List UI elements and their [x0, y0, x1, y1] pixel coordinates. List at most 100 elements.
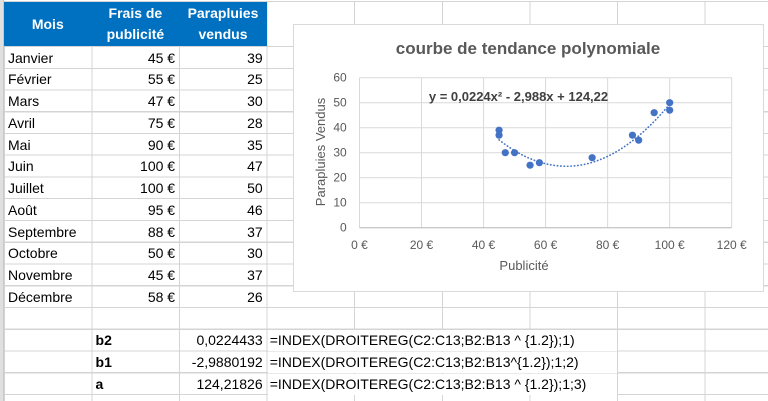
umbrellas-sold-cell[interactable]: 25 — [247, 71, 263, 88]
x-tick-label: 0 € — [351, 238, 368, 252]
ad-cost-cell[interactable]: 88 € — [147, 223, 176, 240]
table-row: Décembre 58 € 26 — [4, 286, 267, 308]
y-axis-title[interactable]: Parapluies Vendus — [313, 97, 328, 206]
table-row: Février 55 € 25 — [4, 68, 267, 90]
data-point-marker[interactable] — [510, 149, 519, 157]
ad-cost-cell[interactable]: 58 € — [147, 288, 176, 305]
y-tick-label: 20 — [333, 171, 347, 185]
data-points — [495, 99, 674, 169]
month-cell[interactable]: Février — [8, 71, 52, 88]
ad-cost-cell[interactable]: 55 € — [147, 71, 176, 88]
ad-cost-cell[interactable]: 95 € — [147, 201, 176, 218]
table-row: Mars 47 € 30 — [4, 90, 267, 112]
x-tick-label: 20 € — [410, 238, 434, 252]
ad-cost-cell[interactable]: 75 € — [147, 114, 176, 131]
x-axis-ticks: 0 € 20 € 40 € 60 € 80 € 100 € 120 € — [351, 238, 747, 252]
month-cell[interactable]: Janvier — [8, 49, 54, 66]
umbrellas-sold-cell[interactable]: 26 — [247, 288, 263, 305]
y-tick-label: 10 — [333, 196, 347, 210]
data-point-marker[interactable] — [526, 161, 534, 169]
umbrellas-sold-cell[interactable]: 50 — [247, 180, 263, 196]
table-row: Avril 75 € 28 — [4, 112, 267, 134]
coefficient-value[interactable]: -2,9880192 — [191, 354, 263, 370]
month-cell[interactable]: Mai — [8, 136, 31, 153]
umbrellas-sold-cell[interactable]: 46 — [247, 201, 263, 218]
coefficient-label[interactable]: b2 — [95, 332, 112, 349]
month-cell[interactable]: Juillet — [8, 180, 44, 196]
table-row: Novembre 45 € 37 — [4, 264, 267, 286]
table-row: Juin 100 € 47 — [4, 155, 267, 177]
month-cell[interactable]: Avril — [8, 114, 35, 131]
ad-cost-cell[interactable]: 47 € — [147, 93, 176, 109]
umbrellas-sold-cell[interactable]: 30 — [247, 93, 263, 109]
y-axis-ticks: 0 10 20 30 40 50 60 — [333, 71, 347, 235]
month-cell[interactable]: Novembre — [8, 267, 73, 283]
umbrellas-sold-cell[interactable]: 30 — [247, 245, 263, 262]
table-row: Juillet 100 € 50 — [4, 177, 267, 199]
table-row: Août 95 € 46 — [4, 199, 267, 221]
data-point-marker[interactable] — [501, 149, 509, 157]
ad-cost-cell[interactable]: 45 € — [147, 267, 176, 283]
y-tick-label: 40 — [333, 121, 347, 135]
header-parapluies-vendus[interactable]: Parapluies vendus — [187, 5, 259, 42]
row-header-strip — [0, 0, 4, 401]
trendline — [498, 103, 671, 168]
coefficient-value[interactable]: 0,0224433 — [196, 332, 263, 349]
ad-cost-cell[interactable]: 100 € — [140, 158, 176, 175]
month-cell[interactable]: Août — [8, 201, 37, 218]
table-row: Septembre 88 € 37 — [4, 221, 267, 243]
x-tick-label: 100 € — [655, 238, 685, 252]
umbrellas-sold-cell[interactable]: 37 — [247, 267, 263, 283]
umbrellas-sold-cell[interactable]: 47 — [247, 158, 263, 175]
x-tick-label: 120 € — [717, 238, 747, 252]
y-tick-label: 50 — [333, 96, 347, 110]
coefficient-value[interactable]: 124,21826 — [196, 375, 263, 392]
coefficient-label[interactable]: a — [95, 375, 104, 392]
data-point-marker[interactable] — [666, 99, 674, 107]
y-tick-label: 60 — [333, 71, 347, 85]
month-cell[interactable]: Décembre — [8, 288, 73, 305]
trendline-path[interactable] — [498, 103, 671, 168]
x-tick-label: 40 € — [472, 238, 496, 252]
umbrellas-sold-cell[interactable]: 37 — [247, 223, 263, 240]
regression-row-b1: b1 -2,9880192 — [4, 351, 267, 373]
data-point-marker[interactable] — [666, 106, 674, 114]
formula-cell[interactable]: =INDEX(DROITEREG(C2:C13;B2:B13 ^ {1.2});… — [267, 330, 617, 351]
trendline-equation[interactable]: y = 0,0224x² - 2,988x + 124,22 — [429, 89, 608, 104]
umbrellas-sold-cell[interactable]: 28 — [247, 114, 263, 131]
data-point-marker[interactable] — [535, 159, 543, 167]
ad-cost-cell[interactable]: 50 € — [147, 245, 176, 262]
x-tick-label: 60 € — [534, 238, 558, 252]
data-point-marker[interactable] — [495, 131, 503, 139]
data-point-marker[interactable] — [495, 126, 503, 134]
month-cell[interactable]: Juin — [8, 158, 34, 175]
formula-cell[interactable]: =INDEX(DROITEREG(C2:C13;B2:B13^{1.2});1;… — [267, 352, 617, 373]
data-point-marker[interactable] — [650, 109, 658, 117]
data-point-marker[interactable] — [628, 131, 637, 139]
table-row: Mai 90 € 35 — [4, 134, 267, 156]
empty-cell[interactable] — [4, 373, 92, 395]
umbrellas-sold-cell[interactable]: 39 — [247, 49, 263, 66]
empty-cell[interactable] — [4, 329, 92, 351]
ad-cost-cell[interactable]: 100 € — [140, 180, 176, 196]
month-cell[interactable]: Octobre — [8, 245, 58, 262]
table-row: Octobre 50 € 30 — [4, 242, 267, 264]
header-frais-publicite[interactable]: Frais de publicité — [106, 5, 165, 42]
umbrellas-sold-cell[interactable]: 35 — [247, 136, 263, 153]
formula-cell[interactable]: =INDEX(DROITEREG(C2:C13;B2:B13 ^ {1.2});… — [267, 373, 617, 395]
coefficient-label[interactable]: b1 — [95, 354, 112, 370]
y-tick-label: 0 — [340, 221, 347, 235]
header-mois[interactable]: Mois — [31, 15, 64, 32]
empty-cell[interactable] — [4, 351, 92, 373]
month-cell[interactable]: Mars — [8, 93, 40, 109]
regression-row-a: a 124,21826 — [4, 373, 267, 395]
top-gridline — [4, 1, 768, 2]
chart-title[interactable]: courbe de tendance polynomiale — [396, 39, 661, 58]
x-axis-title[interactable]: Publicité — [499, 258, 548, 273]
month-cell[interactable]: Septembre — [8, 223, 77, 240]
data-point-marker[interactable] — [635, 136, 643, 144]
ad-cost-cell[interactable]: 45 € — [147, 49, 176, 66]
data-point-marker[interactable] — [588, 154, 596, 162]
scatter-chart[interactable]: 0 10 20 30 40 50 60 0 € 20 € 40 € 60 € 80 € 100 € 12… — [293, 24, 764, 292]
ad-cost-cell[interactable]: 90 € — [147, 136, 176, 153]
